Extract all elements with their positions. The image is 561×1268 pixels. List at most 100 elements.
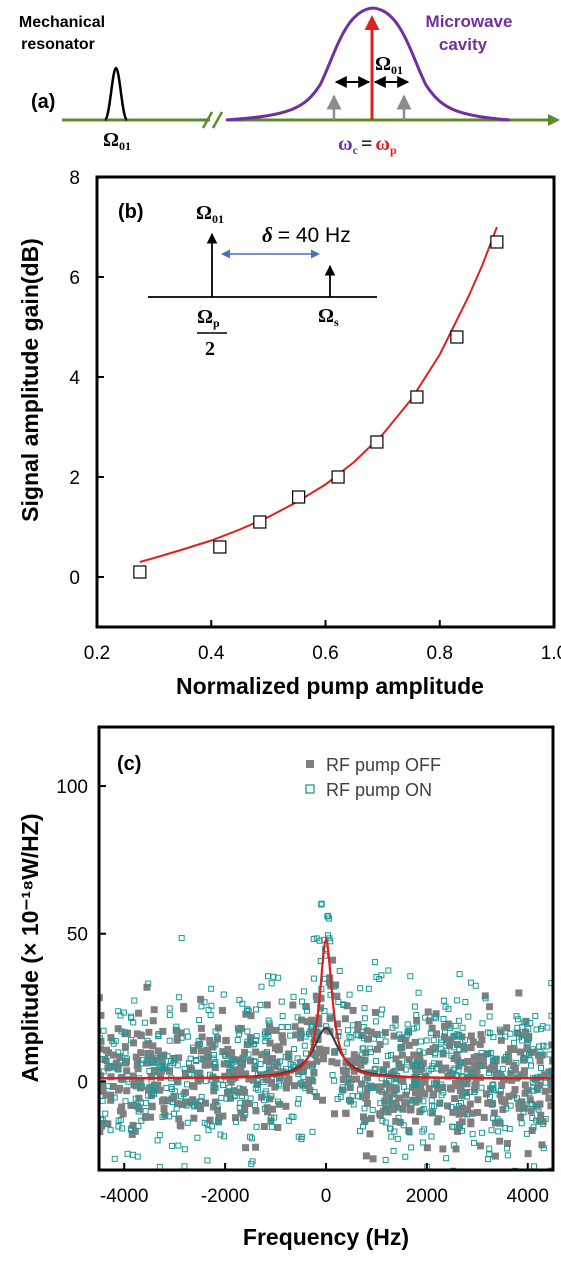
- pump-on-point: [382, 1119, 389, 1126]
- pump-off-point: [435, 1060, 443, 1068]
- pump-off-point: [516, 1048, 524, 1056]
- pump-off-point: [390, 1032, 398, 1040]
- pump-on-point: [133, 1083, 140, 1090]
- pump-on-point: [532, 1013, 539, 1020]
- pump-on-point: [367, 1045, 374, 1052]
- pump-off-point: [227, 1094, 235, 1102]
- pump-off-point: [353, 1075, 361, 1083]
- pump-on-point: [103, 1120, 110, 1127]
- pump-off-point: [545, 1094, 553, 1102]
- pump-off-point: [510, 1045, 518, 1053]
- pump-off-point: [146, 1084, 154, 1092]
- pump-off-point: [402, 1036, 410, 1044]
- pump-on-point: [438, 1116, 445, 1123]
- pump-on-point: [298, 1133, 305, 1140]
- pump-on-point: [378, 1006, 385, 1013]
- pump-on-point: [268, 1123, 275, 1130]
- pump-off-point: [103, 1091, 111, 1099]
- pump-off-point: [360, 1057, 368, 1065]
- pump-on-point: [397, 1036, 404, 1043]
- pump-off-point: [149, 1042, 157, 1050]
- pump-on-point: [291, 1046, 298, 1053]
- pump-on-point: [548, 1067, 553, 1074]
- pump-on-point: [432, 1081, 439, 1088]
- pump-on-point: [368, 1048, 375, 1055]
- pump-off-point: [398, 1034, 406, 1042]
- pump-on-point: [386, 1125, 393, 1132]
- pump-on-point: [507, 1030, 514, 1037]
- pump-off-point: [206, 1039, 214, 1047]
- pump-off-point: [436, 1099, 444, 1107]
- pump-on-point: [268, 1093, 275, 1100]
- pump-on-point: [458, 1059, 465, 1066]
- pump-off-point: [381, 1097, 389, 1105]
- pump-off-point: [285, 1053, 293, 1061]
- pump-off-point: [123, 1087, 131, 1095]
- pump-off-point: [127, 1101, 135, 1109]
- pump-off-point: [426, 1048, 434, 1056]
- pump-on-point: [540, 1145, 547, 1152]
- pump-on-point: [128, 1015, 135, 1022]
- pump-on-point: [403, 1088, 410, 1095]
- pump-on-point: [540, 1120, 547, 1127]
- pump-off-point: [520, 1104, 528, 1112]
- inset-fraction-denominator: 2: [205, 338, 215, 360]
- pump-off-point: [503, 1024, 511, 1032]
- pump-off-point: [392, 1099, 400, 1107]
- pump-on-point: [518, 1120, 525, 1127]
- pump-on-point: [261, 1090, 268, 1097]
- pump-off-point: [474, 1109, 482, 1117]
- pump-on-point: [456, 1046, 463, 1053]
- pump-on-point: [310, 1078, 317, 1085]
- pump-off-point: [405, 1041, 413, 1049]
- pump-on-point: [345, 1075, 352, 1082]
- pump-on-point: [146, 1067, 153, 1074]
- pump-on-point: [242, 1111, 249, 1118]
- pump-on-point: [355, 1093, 362, 1100]
- pump-on-point: [253, 1123, 260, 1130]
- pump-on-point: [490, 1081, 497, 1088]
- pump-on-point: [392, 1079, 399, 1086]
- pump-off-point: [102, 1046, 110, 1054]
- pump-off-point: [522, 1028, 530, 1036]
- pump-off-point: [237, 1109, 245, 1117]
- pump-on-point: [128, 1036, 135, 1043]
- pump-off-point: [305, 1076, 313, 1084]
- pump-on-point: [529, 1046, 536, 1053]
- pump-off-point: [425, 1085, 433, 1093]
- pump-on-point: [451, 1065, 458, 1072]
- pump-on-point: [212, 1028, 219, 1035]
- pump-off-point: [489, 1100, 497, 1108]
- pump-on-point: [115, 1066, 122, 1073]
- pump-off-point: [407, 1105, 415, 1113]
- pump-on-point: [384, 1053, 391, 1060]
- pump-off-point: [472, 1077, 480, 1085]
- pump-off-point: [536, 1100, 544, 1108]
- pump-on-point: [371, 959, 378, 966]
- pump-off-point: [150, 1006, 158, 1014]
- pump-on-point: [107, 1127, 114, 1134]
- omega01-sideband-label: Ω01: [375, 53, 403, 77]
- pump-on-point: [524, 1039, 531, 1046]
- pump-on-point: [503, 1105, 510, 1112]
- pump-on-point: [371, 1066, 378, 1073]
- pump-on-point: [397, 1044, 404, 1051]
- pump-off-point: [234, 1088, 242, 1096]
- pump-off-point: [425, 1017, 433, 1025]
- pump-off-point: [505, 1058, 513, 1066]
- pump-on-point: [215, 1119, 222, 1126]
- pump-on-point: [207, 1012, 214, 1019]
- pump-on-point: [361, 1004, 368, 1011]
- pump-on-point: [382, 1038, 389, 1045]
- data-point: [490, 235, 504, 249]
- pump-on-point: [173, 1023, 180, 1030]
- pump-on-point: [395, 1114, 402, 1121]
- pump-off-point: [99, 1037, 105, 1045]
- y-tick-label: 100: [56, 777, 88, 798]
- y-tick-label: 2: [69, 468, 80, 489]
- pump-on-point: [109, 1037, 116, 1044]
- pump-on-point: [356, 1086, 363, 1093]
- pump-off-point: [237, 1065, 245, 1073]
- pump-off-point: [499, 1106, 507, 1114]
- pump-off-point: [421, 1078, 429, 1086]
